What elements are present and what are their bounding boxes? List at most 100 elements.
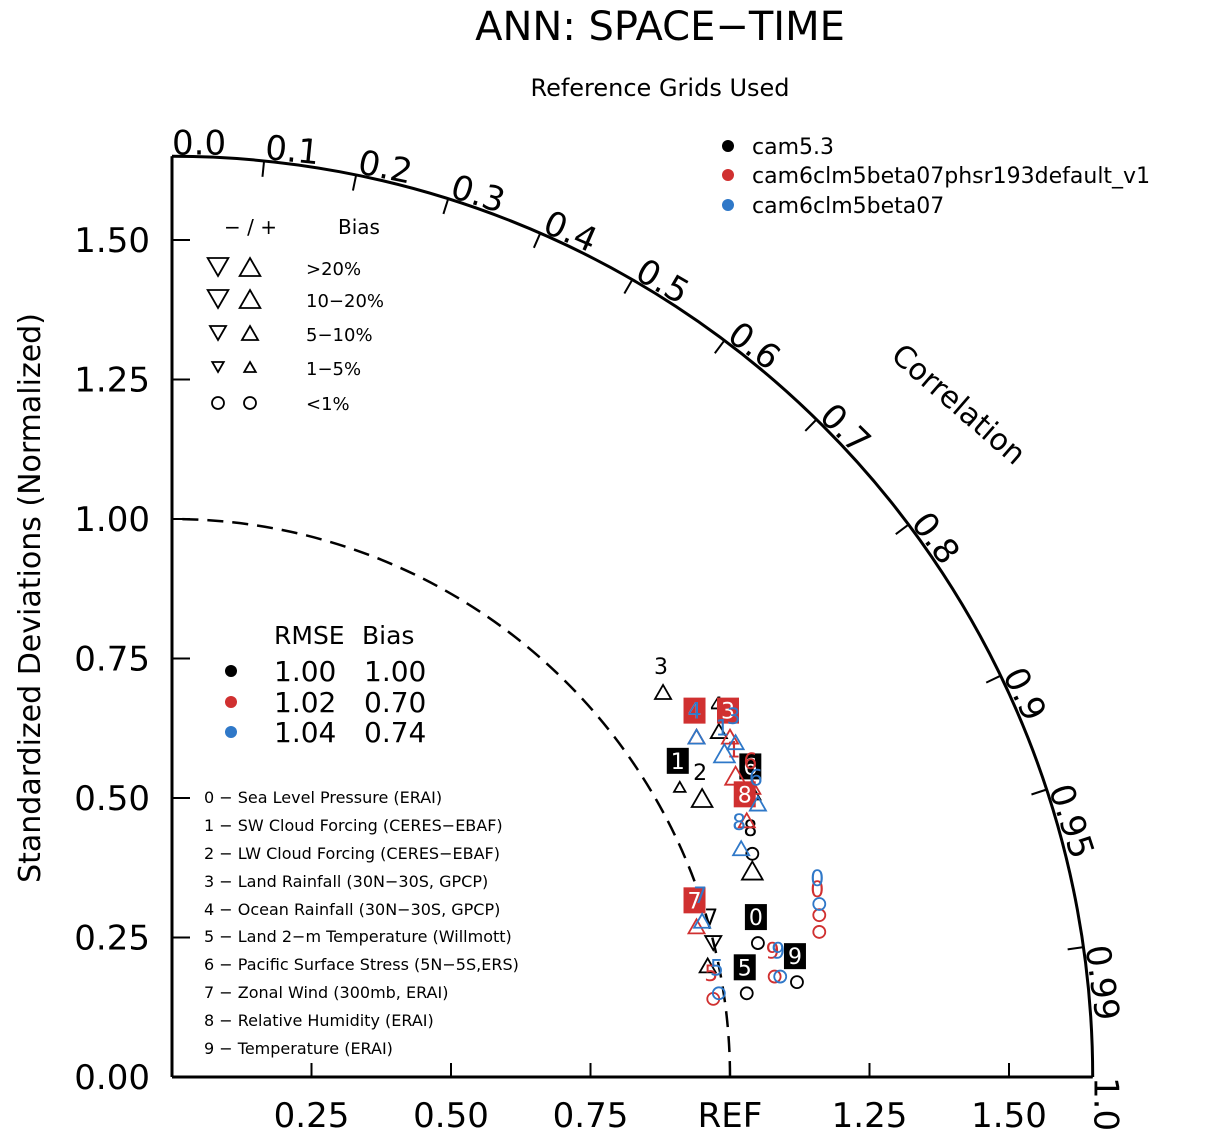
rmse-header: RMSE (274, 621, 345, 650)
legend-dot-beta07 (722, 199, 734, 211)
point-label: 3 (654, 655, 668, 680)
point-marker (812, 908, 827, 923)
bias-legend-up-triangle-icon (238, 288, 262, 309)
bias-legend-up-triangle-icon (238, 256, 262, 277)
point-marker (692, 911, 712, 929)
point-marker (690, 787, 715, 808)
x-tick-label: 0.50 (413, 1096, 489, 1135)
rmse-bias-value-0: 1.00 (364, 655, 426, 688)
series-legend: cam5.3 cam6clm5beta07phsr193default_v1 c… (722, 135, 1150, 219)
correlation-tick (985, 674, 1002, 684)
point-label: 0 (749, 906, 763, 931)
point-marker (740, 859, 765, 881)
correlation-tick-label: 0.3 (446, 167, 510, 221)
legend-dot-cam53 (722, 140, 734, 152)
point-label: 8 (743, 817, 757, 842)
point-label-box (739, 753, 762, 780)
bias-legend-symbols (206, 256, 262, 410)
correlation-tick (351, 174, 358, 191)
point-marker (686, 917, 707, 935)
y-tick-label: 1.00 (74, 500, 150, 540)
point-marker (686, 727, 707, 745)
correlation-tick-label: 0.8 (903, 505, 967, 572)
point-label-box (683, 887, 706, 914)
rmse-value-1: 1.02 (274, 686, 336, 719)
point-label: 9 (771, 940, 785, 965)
bias-legend: − / + Bias >20% 10−20% 5−10% 1−5% <1% (206, 215, 384, 415)
x-tick-label: REF (698, 1096, 763, 1135)
y-tick-label: 0.25 (74, 919, 150, 959)
point-marker (739, 986, 754, 1001)
x-tick-label: 0.25 (274, 1096, 350, 1135)
point-label: 3 (721, 700, 735, 725)
point-label: 9 (788, 945, 802, 970)
correlation-tick-label: 0.95 (1040, 779, 1102, 863)
correlation-tick (532, 232, 542, 249)
bias-legend-signs: − / + (224, 215, 277, 239)
correlation-tick (442, 198, 450, 215)
legend-dot-default-v1 (722, 169, 734, 181)
bias-legend-up-triangle-icon (240, 324, 260, 341)
bias-legend-down-triangle-icon (206, 257, 230, 278)
legend-label-beta07: cam6clm5beta07 (752, 194, 944, 219)
bias-legend-down-triangle-icon (210, 361, 226, 374)
y-axis-label: Standardized Deviations (Normalized) (13, 313, 48, 883)
bias-legend-row-0: >20% (306, 259, 361, 280)
point-label: 4 (688, 700, 702, 725)
point-marker (686, 727, 707, 745)
x-tick-label: 1.25 (832, 1096, 908, 1135)
rmse-bias-header: Bias (362, 621, 414, 650)
point-marker (703, 935, 723, 952)
point-label: 0 (810, 878, 824, 903)
point-marker (698, 956, 718, 974)
y-tick-label: 1.50 (74, 221, 150, 261)
correlation-label: Correlation (884, 337, 1032, 472)
chart-title: ANN: SPACE−TIME (475, 4, 845, 50)
correlation-tick-label: 0.0 (172, 123, 226, 163)
point-label-box (733, 781, 756, 808)
rmse-bias-value-2: 0.74 (364, 716, 426, 749)
point-marker (767, 969, 782, 984)
point-label: 1 (715, 716, 729, 741)
point-label: 5 (738, 956, 752, 981)
correlation-tick (1067, 946, 1084, 951)
point-label: 2 (693, 761, 707, 786)
x-tick-label: 1.50 (971, 1096, 1047, 1135)
correlation-tick (804, 418, 818, 432)
legend-label-cam53: cam5.3 (752, 135, 834, 160)
point-label-box (717, 697, 739, 724)
rmse-value-2: 1.04 (274, 716, 336, 749)
point-marker (748, 794, 768, 812)
variable-key-1: 1 − SW Cloud Forcing (CERES−EBAF) (204, 816, 503, 835)
variable-key: 0 − Sea Level Pressure (ERAI) 1 − SW Clo… (204, 788, 519, 1058)
point-marker (773, 969, 788, 984)
point-label: 1 (671, 750, 685, 775)
point-label-box (733, 954, 756, 981)
bias-legend-circle-icon (243, 396, 257, 410)
point-label-box (683, 697, 706, 724)
point-label: 6 (749, 767, 763, 792)
point-marker (812, 925, 827, 939)
point-label: 5 (710, 956, 724, 981)
correlation-tick (1031, 788, 1047, 796)
variable-key-2: 2 − LW Cloud Forcing (CERES−EBAF) (204, 844, 500, 863)
bias-legend-row-1: 10−20% (306, 291, 384, 312)
rmse-dot-0 (225, 665, 237, 677)
variable-key-3: 3 − Land Rainfall (30N−30S, GPCP) (204, 872, 488, 891)
correlation-tick-label: 0.6 (720, 314, 787, 378)
variable-key-5: 5 − Land 2−m Temperature (Willmott) (204, 927, 512, 946)
reference-arc (171, 517, 732, 1078)
y-tick-label: 0.00 (74, 1058, 150, 1098)
correlation-tick-label: 0.4 (537, 203, 603, 261)
point-marker (711, 986, 726, 1001)
bias-legend-header: Bias (338, 215, 380, 239)
point-label: 3 (727, 705, 741, 730)
correlation-tick-label: 0.7 (812, 396, 879, 462)
y-tick-label: 0.50 (74, 779, 150, 819)
variable-key-6: 6 − Pacific Surface Stress (5N−5S,ERS) (204, 955, 519, 974)
point-marker (790, 975, 804, 990)
bias-legend-down-triangle-icon (208, 325, 228, 342)
point-label: 7 (693, 884, 707, 909)
point-label: 8 (732, 811, 746, 836)
